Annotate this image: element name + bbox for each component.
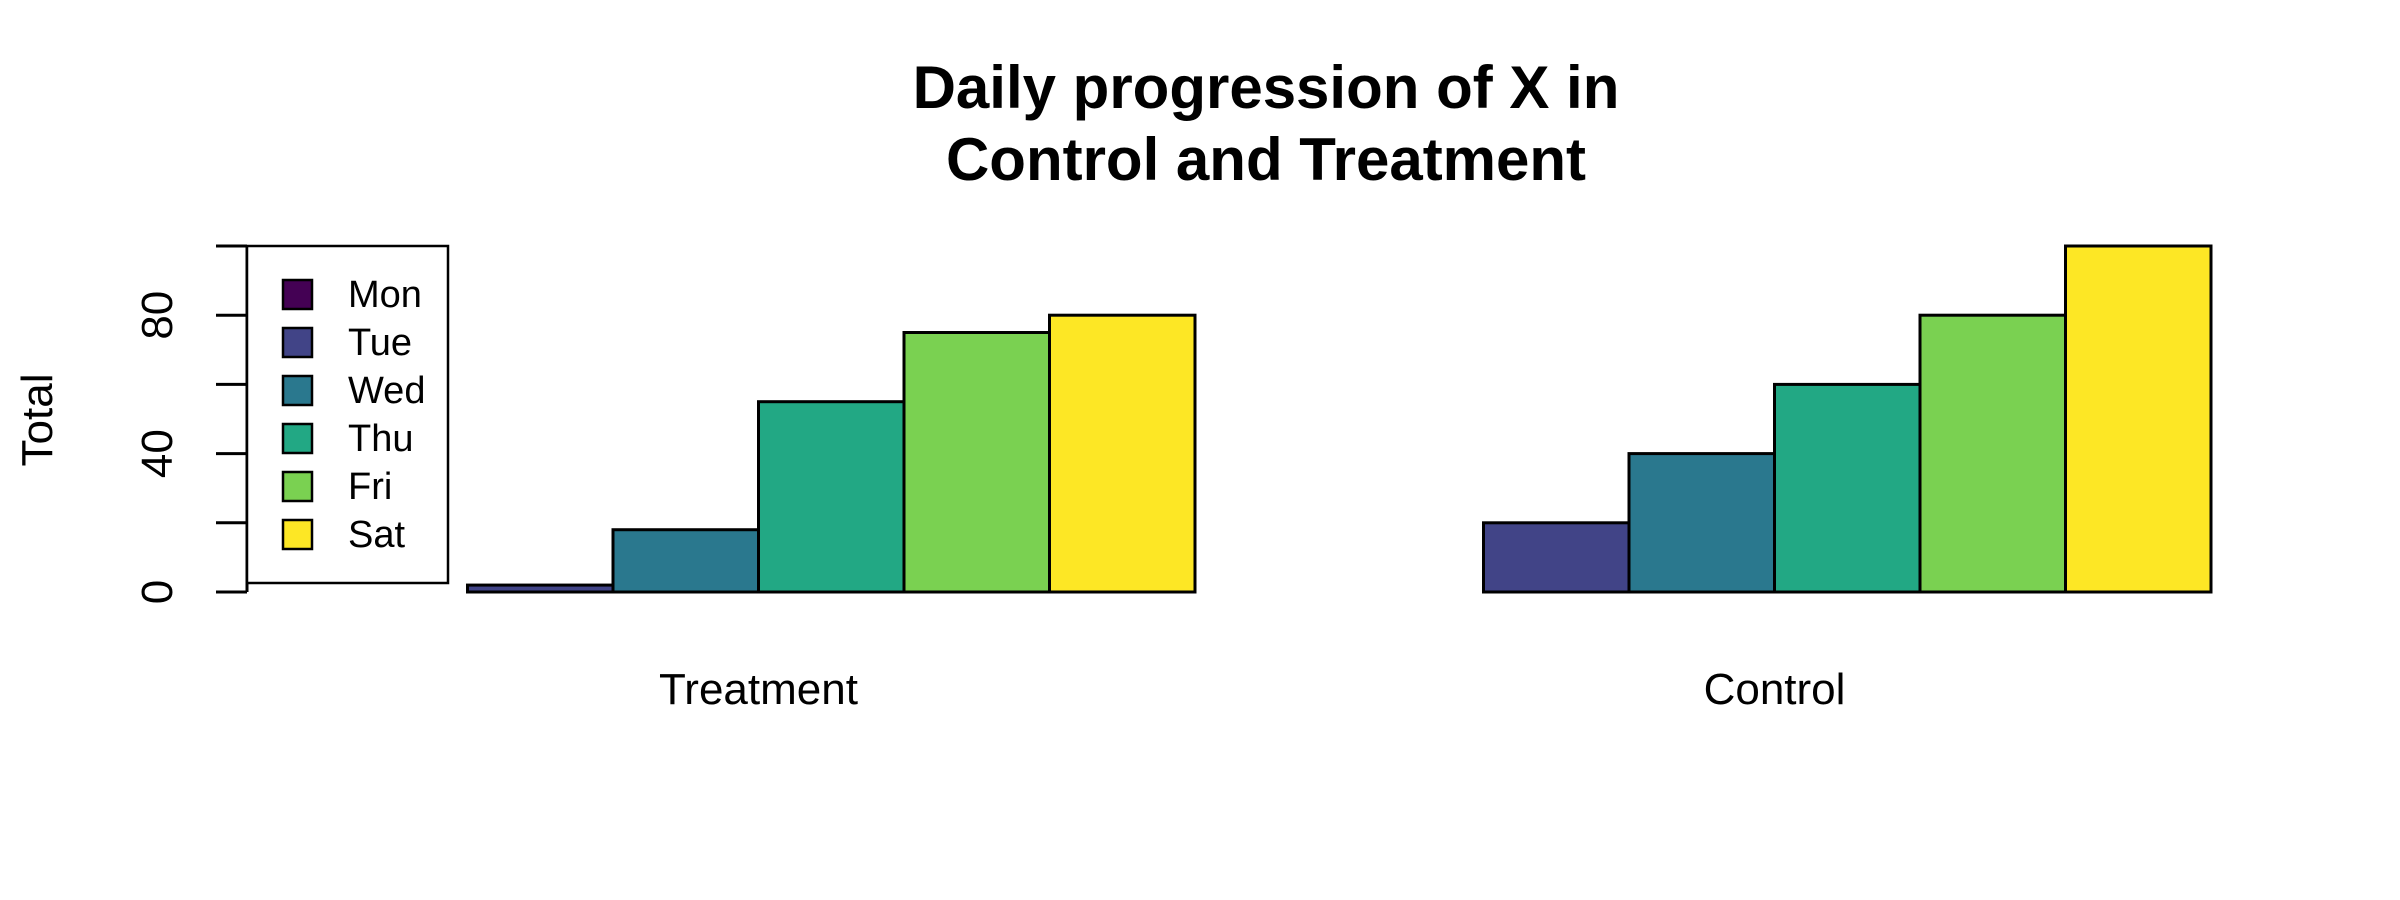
y-tick-label-40: 40 bbox=[133, 429, 182, 478]
bar-treatment-sat bbox=[1048, 313, 1197, 594]
bar-treatment-tue bbox=[466, 583, 615, 594]
legend-box bbox=[245, 244, 450, 585]
legend-swatch-mon bbox=[281, 278, 314, 311]
chart-title-line-2: Control and Treatment bbox=[946, 126, 1586, 193]
legend-swatch-tue bbox=[281, 326, 314, 359]
bar-control-wed bbox=[1627, 452, 1776, 594]
bar-control-fri bbox=[1918, 313, 2067, 594]
y-tick-label-80: 80 bbox=[133, 291, 182, 340]
legend-swatch-sat bbox=[281, 518, 314, 551]
legend-label-thu: Thu bbox=[348, 418, 413, 460]
legend-swatch-fri bbox=[281, 470, 314, 503]
y-axis-label: Total bbox=[13, 374, 62, 467]
legend: Mon Tue Wed Thu Fri Sat bbox=[245, 244, 450, 585]
y-tick-label-0: 0 bbox=[133, 580, 182, 604]
bar-treatment-wed bbox=[611, 528, 760, 594]
bar-control-sat bbox=[2064, 244, 2213, 594]
x-label-control: Control bbox=[1704, 665, 1846, 714]
bars bbox=[466, 244, 2213, 594]
x-axis-labels: Treatment Control bbox=[659, 665, 1845, 714]
legend-swatch-wed bbox=[281, 374, 314, 407]
bar-control-tue bbox=[1482, 521, 1631, 594]
legend-label-sat: Sat bbox=[348, 514, 405, 556]
legend-label-wed: Wed bbox=[348, 370, 425, 412]
bar-treatment-thu bbox=[757, 400, 906, 594]
bar-treatment-fri bbox=[902, 331, 1051, 594]
legend-label-tue: Tue bbox=[348, 322, 412, 364]
x-label-treatment: Treatment bbox=[659, 665, 858, 714]
chart-title: Daily progression of X in Control and Tr… bbox=[913, 54, 1620, 193]
bar-control-thu bbox=[1773, 382, 1922, 594]
legend-label-mon: Mon bbox=[348, 274, 422, 316]
chart-title-line-1: Daily progression of X in bbox=[913, 54, 1620, 121]
legend-swatch-thu bbox=[281, 422, 314, 455]
y-axis: 0 40 80 bbox=[133, 244, 249, 604]
legend-label-fri: Fri bbox=[348, 466, 392, 508]
